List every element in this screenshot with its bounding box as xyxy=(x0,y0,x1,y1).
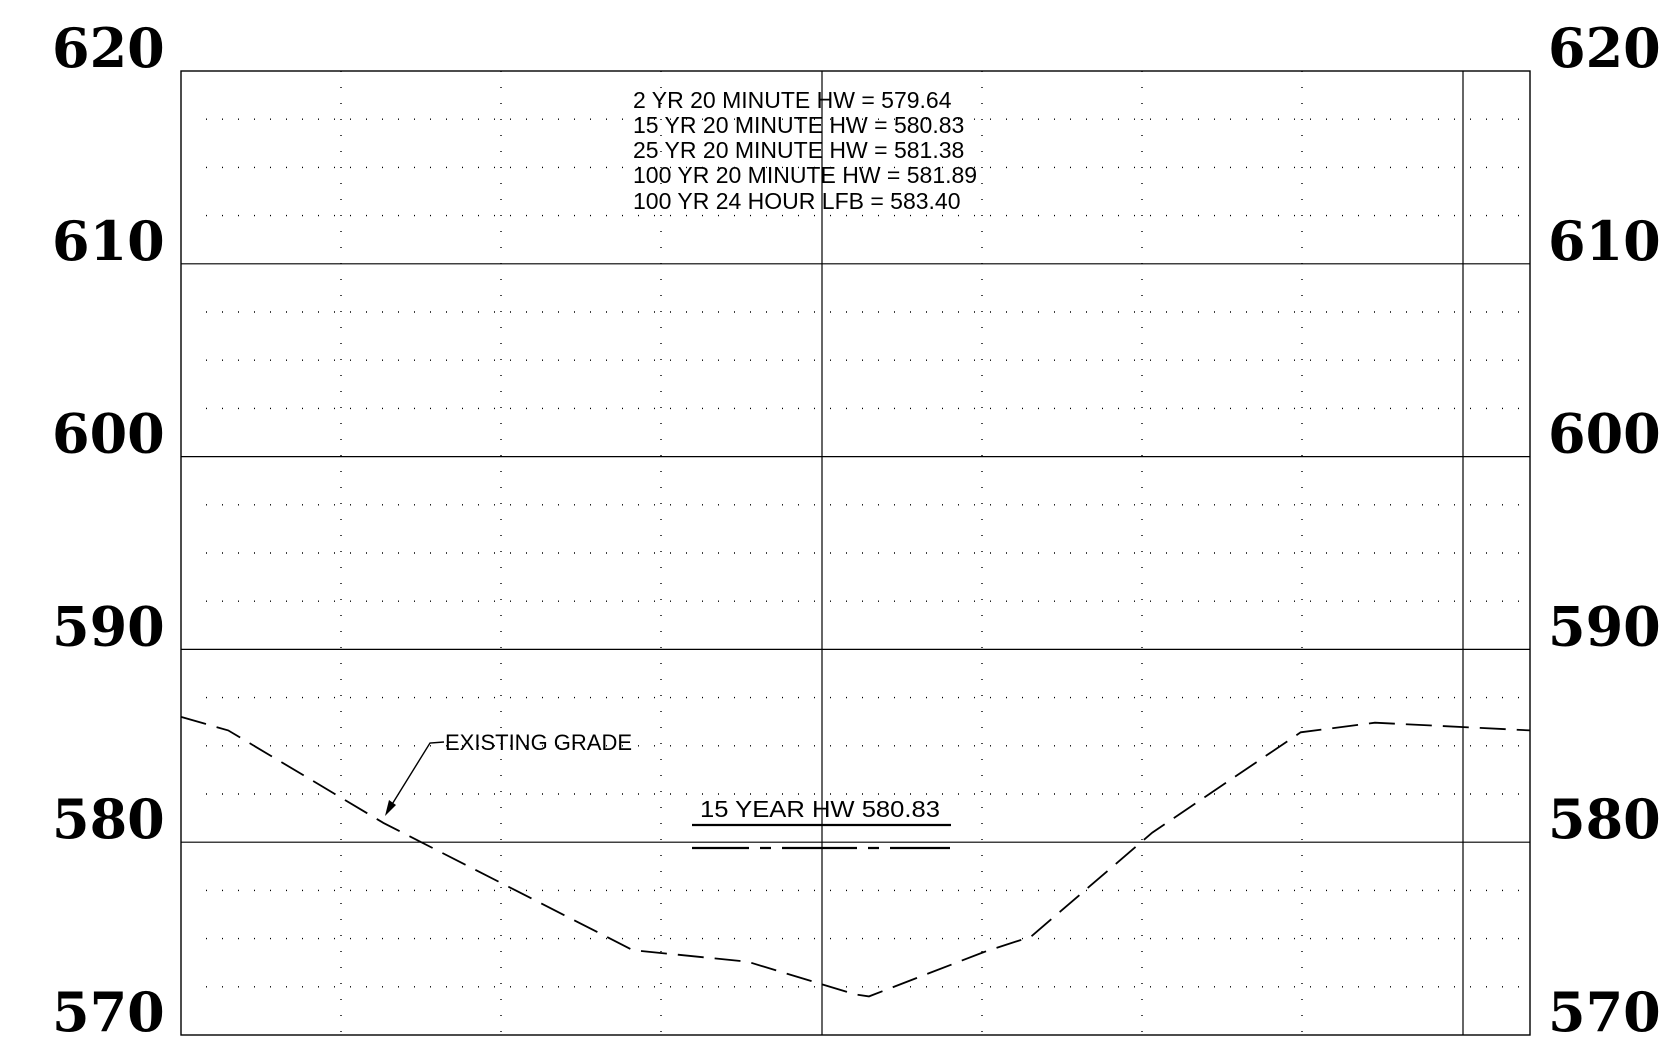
elevation-label: 570 xyxy=(1548,980,1659,1038)
hw-label: 15 YEAR HW 580.83 xyxy=(700,796,940,822)
elevation-label: 600 xyxy=(52,402,165,466)
right-elevation-labels: 620 610 600 590 580 570 xyxy=(1548,16,1659,1038)
existing-grade-callout: EXISTING GRADE xyxy=(385,730,632,816)
minor-grid xyxy=(206,71,1530,1035)
existing-grade-line xyxy=(180,716,1531,998)
leader-arrowhead xyxy=(385,800,396,816)
elevation-label: 590 xyxy=(1548,594,1659,658)
major-grid xyxy=(181,71,1530,1035)
elevation-label: 600 xyxy=(1548,402,1659,466)
headwater-note: 100 YR 20 MINUTE HW = 581.89 xyxy=(633,162,977,188)
elevation-label: 590 xyxy=(52,594,165,658)
elevation-label: 610 xyxy=(1548,209,1659,273)
elevation-label: 570 xyxy=(52,980,165,1038)
elevation-label: 580 xyxy=(1548,787,1659,851)
headwater-note: 25 YR 20 MINUTE HW = 581.38 xyxy=(633,137,964,163)
headwater-note: 2 YR 20 MINUTE HW = 579.64 xyxy=(633,87,952,113)
existing-grade-label: EXISTING GRADE xyxy=(445,730,632,755)
leader-line xyxy=(390,741,445,807)
headwater-note: 15 YR 20 MINUTE HW = 580.83 xyxy=(633,112,964,138)
elevation-label: 580 xyxy=(52,787,165,851)
elevation-label: 610 xyxy=(52,209,165,273)
plot-frame xyxy=(180,70,1531,1036)
headwater-notes: 2 YR 20 MINUTE HW = 579.64 15 YR 20 MINU… xyxy=(633,87,977,214)
elevation-label: 620 xyxy=(52,16,165,80)
elevation-label: 620 xyxy=(1548,16,1659,80)
hw-annotation: 15 YEAR HW 580.83 xyxy=(692,796,951,850)
grid xyxy=(180,70,1531,1036)
left-elevation-labels: 620 610 600 590 580 570 xyxy=(52,16,165,1038)
headwater-note: 100 YR 24 HOUR LFB = 583.40 xyxy=(633,188,961,214)
